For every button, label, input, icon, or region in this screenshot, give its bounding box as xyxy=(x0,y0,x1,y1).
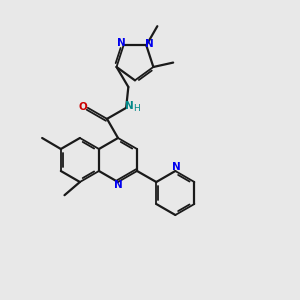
Text: N: N xyxy=(125,101,134,111)
Text: O: O xyxy=(79,102,87,112)
Text: H: H xyxy=(133,104,140,113)
Text: N: N xyxy=(117,38,126,48)
Text: N: N xyxy=(172,162,181,172)
Text: N: N xyxy=(145,39,154,49)
Text: N: N xyxy=(114,180,122,190)
